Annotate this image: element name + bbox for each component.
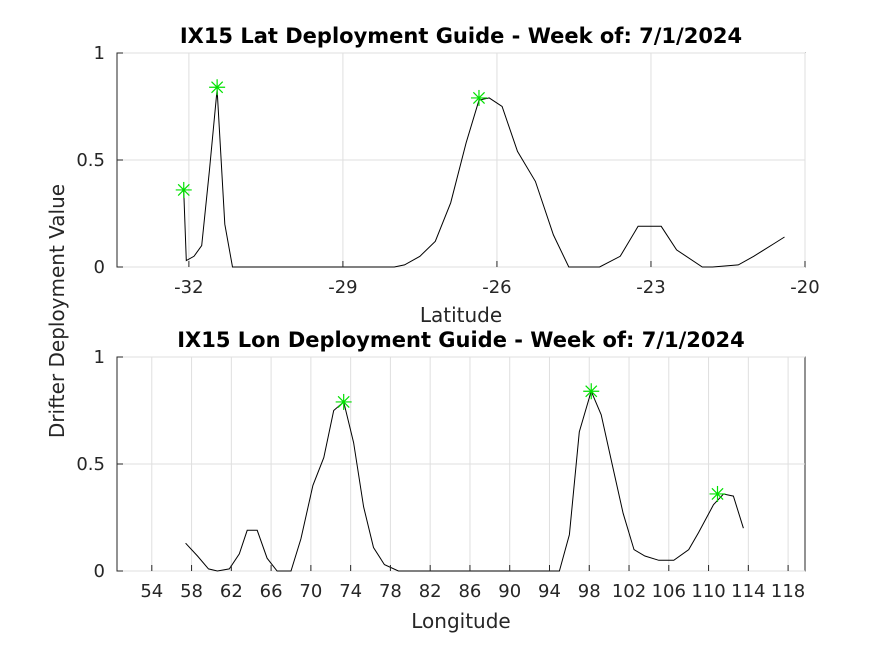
x-tick-label: 106 bbox=[652, 581, 686, 602]
marker-stroke bbox=[177, 183, 190, 196]
x-tick-label: 66 bbox=[260, 581, 283, 602]
series-curve bbox=[183, 89, 785, 268]
tick-labels: 54 58 62 66 70 74 78 82 86 90 94 98 102 106 110 114 118 0… bbox=[76, 347, 805, 602]
x-tick-label: 114 bbox=[731, 581, 765, 602]
peak-marker bbox=[583, 383, 600, 400]
x-tick-label: 90 bbox=[498, 581, 521, 602]
peak-markers bbox=[335, 383, 726, 502]
x-tick-label: -32 bbox=[174, 277, 203, 298]
y-tick-label: 0 bbox=[94, 561, 105, 582]
peak-marker bbox=[470, 89, 487, 106]
x-tick-label: 102 bbox=[612, 581, 646, 602]
y-tick-label: 0 bbox=[94, 257, 105, 278]
marker-stroke bbox=[711, 487, 724, 500]
y-tick-label: 0.5 bbox=[76, 454, 105, 475]
x-axis-label: Latitude bbox=[420, 303, 502, 327]
y-tick-label: 0.5 bbox=[76, 150, 105, 171]
x-tick-label: 86 bbox=[458, 581, 481, 602]
peak-marker bbox=[335, 393, 352, 410]
peak-marker bbox=[209, 79, 226, 96]
x-tick-label: 70 bbox=[299, 581, 322, 602]
series-line bbox=[185, 389, 744, 572]
series-line bbox=[183, 89, 785, 268]
y-tick-label: 1 bbox=[94, 347, 105, 368]
x-tick-label: 98 bbox=[578, 581, 601, 602]
marker-stroke bbox=[585, 385, 598, 398]
x-tick-label: 118 bbox=[771, 581, 805, 602]
peak-marker bbox=[175, 181, 192, 198]
y-tick-label: 1 bbox=[94, 43, 105, 64]
marker-stroke bbox=[472, 91, 485, 104]
x-axis-label: Longitude bbox=[411, 609, 510, 633]
marker-stroke bbox=[211, 81, 224, 94]
x-tick-label: 58 bbox=[180, 581, 203, 602]
x-tick-label: 110 bbox=[691, 581, 725, 602]
x-tick-label: 94 bbox=[538, 581, 561, 602]
chart-title: IX15 Lat Deployment Guide - Week of: 7/1… bbox=[180, 24, 742, 48]
x-tick-label: -26 bbox=[482, 277, 511, 298]
x-tick-label: 54 bbox=[140, 581, 163, 602]
x-tick-label: -29 bbox=[328, 277, 357, 298]
latitude-panel: IX15 Lat Deployment Guide - Week of: 7/1… bbox=[76, 24, 819, 327]
x-tick-label: -20 bbox=[790, 277, 819, 298]
longitude-panel: IX15 Lon Deployment Guide - Week of: 7/1… bbox=[76, 328, 806, 633]
x-tick-label: 78 bbox=[379, 581, 402, 602]
x-tick-label: 62 bbox=[220, 581, 243, 602]
series-curve bbox=[185, 389, 744, 572]
tick-labels: -32 -29 -26 -23 -20 0 0.5 1 bbox=[76, 43, 819, 298]
peak-markers bbox=[175, 79, 487, 198]
x-tick-label: 82 bbox=[419, 581, 442, 602]
y-axis-label: Drifter Deployment Value bbox=[45, 184, 69, 438]
x-tick-label: -23 bbox=[636, 277, 665, 298]
x-tick-label: 74 bbox=[339, 581, 362, 602]
peak-marker bbox=[709, 485, 726, 502]
grid bbox=[117, 52, 806, 268]
chart-title: IX15 Lon Deployment Guide - Week of: 7/1… bbox=[177, 328, 745, 352]
marker-stroke bbox=[337, 395, 350, 408]
